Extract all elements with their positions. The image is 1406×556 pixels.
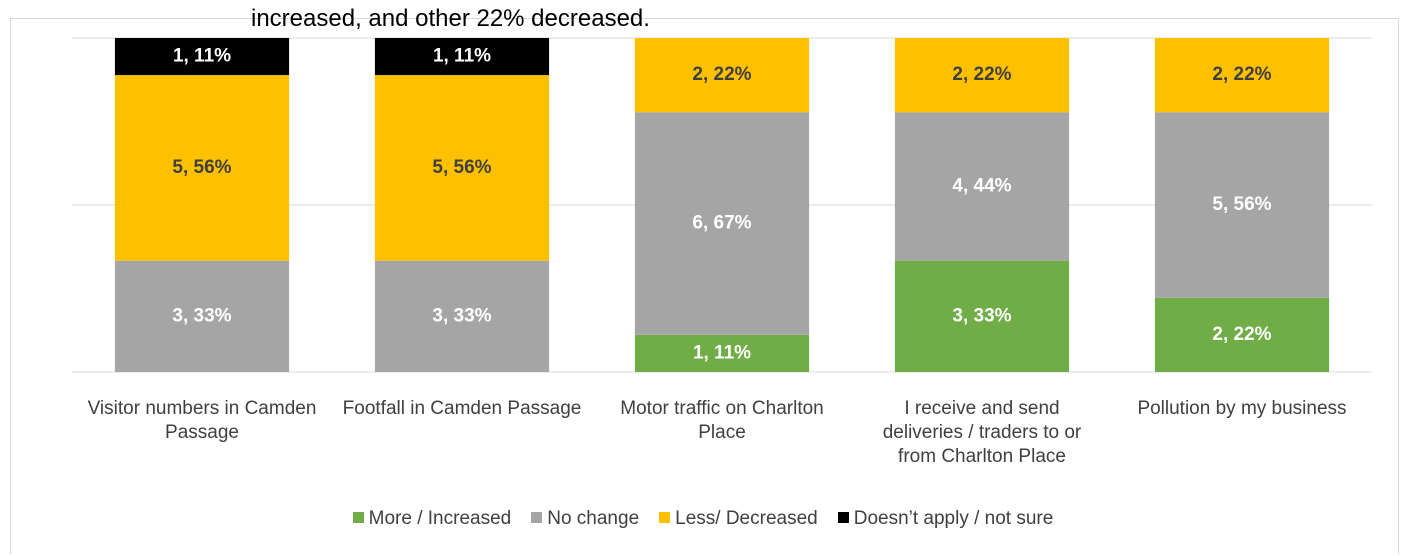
data-label: 2, 22%	[952, 64, 1011, 85]
bar-segment	[634, 38, 810, 113]
data-label: 5, 56%	[432, 157, 491, 178]
legend-item: More / Increased	[352, 508, 512, 530]
bar-segment	[114, 38, 290, 76]
x-tick-label: I receive and send deliveries / traders …	[882, 398, 1082, 467]
data-label: 3, 33%	[432, 305, 491, 326]
data-label: 1, 11%	[173, 46, 231, 67]
bar-segment	[374, 38, 550, 76]
data-label: 1, 11%	[433, 46, 491, 67]
legend-swatch	[352, 512, 364, 523]
data-label: 5, 56%	[172, 157, 231, 178]
bar-segment	[1154, 297, 1330, 372]
bar-segment	[1154, 38, 1330, 113]
bar-segment	[114, 260, 290, 372]
legend: More / Increased No change Less/ Decreased…	[0, 508, 1406, 530]
legend-swatch	[659, 512, 671, 523]
data-label: 6, 67%	[692, 213, 751, 234]
bar-segment	[114, 75, 290, 261]
legend-item: No change	[531, 508, 639, 530]
data-label: 3, 33%	[172, 305, 231, 326]
legend-item: Less/ Decreased	[659, 508, 818, 530]
legend-label: Less/ Decreased	[675, 508, 818, 529]
bar-segment	[374, 260, 550, 372]
legend-item: Doesn’t apply / not sure	[837, 508, 1054, 530]
bar-segment	[894, 260, 1070, 372]
legend-label: More / Increased	[368, 508, 512, 529]
bar-segment	[894, 112, 1070, 261]
chart-frame: increased, and other 22% decreased.	[10, 5, 1399, 554]
data-label: 1, 11%	[693, 342, 751, 363]
legend-label: No change	[547, 508, 640, 529]
bar-segment	[374, 75, 550, 261]
data-label: 2, 22%	[692, 64, 751, 85]
x-tick-label: Motor traffic on Charlton Place	[620, 398, 824, 443]
data-label: 3, 33%	[952, 305, 1011, 326]
legend-swatch	[837, 512, 849, 523]
data-label: 5, 56%	[1212, 194, 1271, 215]
bar-segment	[894, 38, 1070, 113]
data-label: 4, 44%	[952, 175, 1011, 196]
bar-segment	[634, 334, 810, 372]
x-tick-label: Pollution by my business	[1137, 398, 1347, 419]
data-label: 2, 22%	[1212, 64, 1271, 85]
caption: increased, and other 22% decreased.	[251, 5, 650, 32]
x-tick-label: Footfall in Camden Passage	[342, 398, 582, 419]
legend-swatch	[531, 512, 543, 523]
x-tick-label: Visitor numbers in Camden Passage	[87, 398, 317, 443]
data-label: 2, 22%	[1212, 324, 1271, 345]
legend-label: Doesn’t apply / not sure	[853, 508, 1054, 529]
bar-segment	[1154, 112, 1330, 298]
bar-segment	[634, 112, 810, 335]
